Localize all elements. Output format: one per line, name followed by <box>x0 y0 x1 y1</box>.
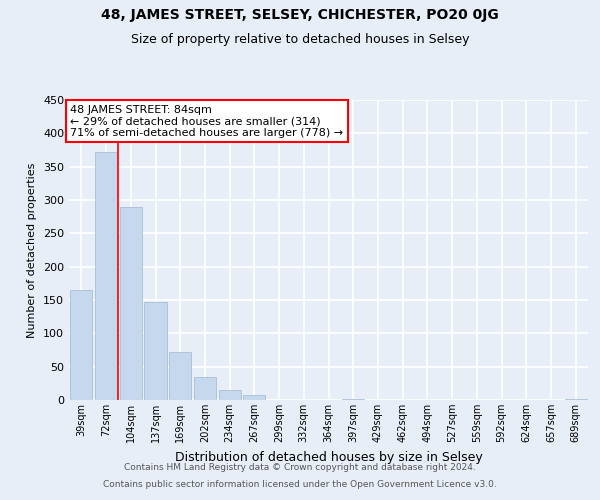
Bar <box>119 206 142 400</box>
Bar <box>145 302 167 400</box>
Y-axis label: Number of detached properties: Number of detached properties <box>28 162 37 338</box>
Text: Contains HM Land Registry data © Crown copyright and database right 2024.: Contains HM Land Registry data © Crown c… <box>124 464 476 472</box>
X-axis label: Distribution of detached houses by size in Selsey: Distribution of detached houses by size … <box>175 450 482 464</box>
Text: Size of property relative to detached houses in Selsey: Size of property relative to detached ho… <box>131 32 469 46</box>
Bar <box>218 390 241 400</box>
Text: Contains public sector information licensed under the Open Government Licence v3: Contains public sector information licen… <box>103 480 497 489</box>
Bar <box>342 398 364 400</box>
Bar <box>70 290 92 400</box>
Bar <box>565 398 587 400</box>
Bar <box>95 152 117 400</box>
Text: 48, JAMES STREET, SELSEY, CHICHESTER, PO20 0JG: 48, JAMES STREET, SELSEY, CHICHESTER, PO… <box>101 8 499 22</box>
Bar <box>194 376 216 400</box>
Bar <box>243 396 265 400</box>
Text: 48 JAMES STREET: 84sqm
← 29% of detached houses are smaller (314)
71% of semi-de: 48 JAMES STREET: 84sqm ← 29% of detached… <box>70 104 343 138</box>
Bar <box>169 352 191 400</box>
